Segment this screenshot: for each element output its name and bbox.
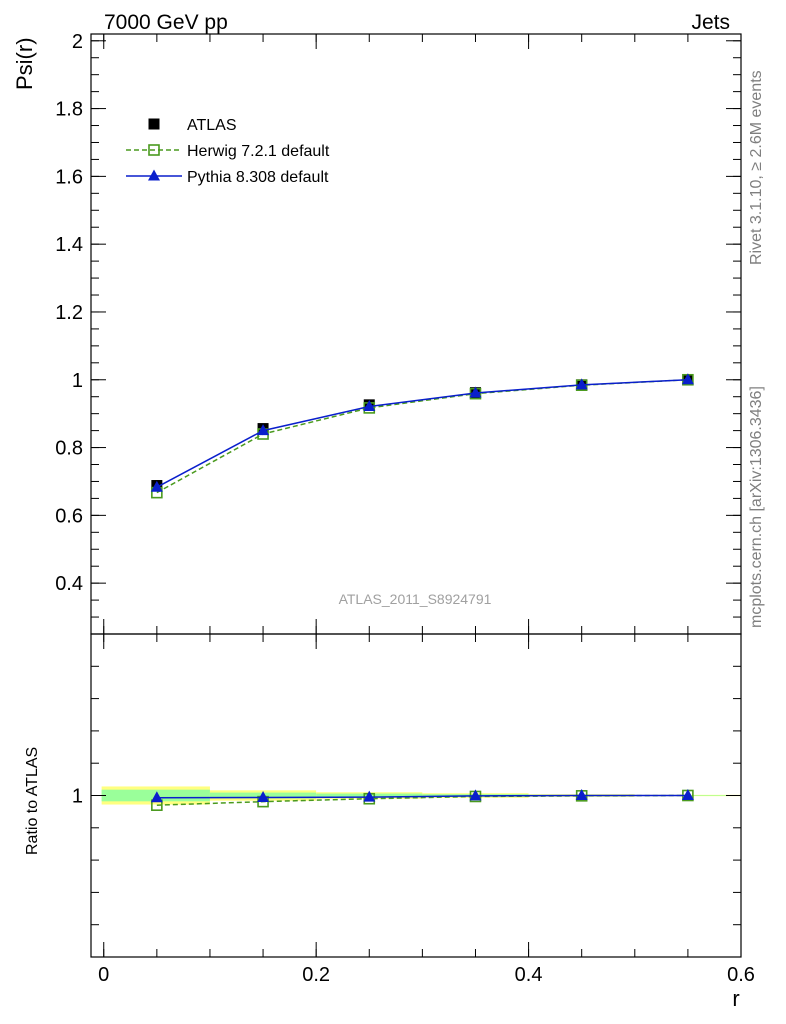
x-tick-label: 0 [98,964,109,986]
main-y-axis-label: Psi(r) [12,37,37,90]
main-series-herwig [151,373,694,499]
analysis-tag: ATLAS_2011_S8924791 [339,591,492,607]
y-tick-label: 0.4 [55,573,83,595]
y-tick-label: 0.8 [55,438,83,460]
data-point-triangle [575,789,588,800]
x-tick-label: 0.2 [302,964,330,986]
y-tick-label: 1.6 [55,166,83,188]
rivet-version-label: Rivet 3.1.10, ≥ 2.6M events [748,70,765,265]
y-tick-label: 1.8 [55,99,83,121]
legend-item: ATLAS [148,117,237,134]
y-tick-label: 1.4 [55,234,83,256]
main-plot-series [150,373,694,499]
x-tick-label: 0.4 [515,964,543,986]
mcplots-credit-label: mcplots.cern.ch [arXiv:1306.3436] [748,386,765,628]
y-tick-label: 1.2 [55,302,83,324]
ratio-series-pythia [150,789,694,803]
data-point-open-square [148,144,160,156]
data-point-triangle [575,378,588,390]
data-point-triangle [681,789,694,800]
y-tick-label: 0.6 [55,505,83,527]
main-series-atlas [151,374,694,492]
data-point-triangle [257,424,270,436]
series-line [156,379,688,494]
data-point-triangle [148,169,160,181]
y-tick-label: 1 [72,370,83,392]
data-point-triangle [363,400,376,412]
main-plot-axes: 0.4 0.6 0.8 1 1.2 1.4 1.6 1.8 2 [55,31,742,635]
x-tick-label: 0.6 [727,964,755,986]
legend: ATLAS Herwig 7.2.1 default Pythia 8.308 de… [126,117,330,186]
data-point-triangle [363,790,376,802]
legend-label: Herwig 7.2.1 default [187,143,330,160]
x-axis-label: r [732,986,739,1011]
y-tick-label: 1 [72,786,83,808]
main-series-pythia [150,373,694,492]
process-title: Jets [691,11,730,34]
series-line [156,794,688,799]
y-tick-label: 2 [72,31,83,53]
legend-label: Pythia 8.308 default [187,169,329,186]
data-point-triangle [150,791,163,803]
collision-title: 7000 GeV pp [104,11,228,34]
data-point-triangle [469,789,482,801]
data-point-triangle [681,373,694,385]
data-point-triangle [150,480,163,492]
series-line [156,379,688,488]
data-point-triangle [469,386,482,398]
legend-item: Pythia 8.308 default [126,169,329,186]
data-point-triangle [257,790,270,802]
ratio-plot-series [150,789,694,811]
data-point-square [148,118,160,130]
legend-label: ATLAS [187,117,237,134]
legend-item: Herwig 7.2.1 default [126,143,330,160]
ratio-plot-axes: 1 0 0.2 0.4 0.6 [72,633,755,986]
ratio-y-axis-label: Ratio to ATLAS [24,747,41,855]
